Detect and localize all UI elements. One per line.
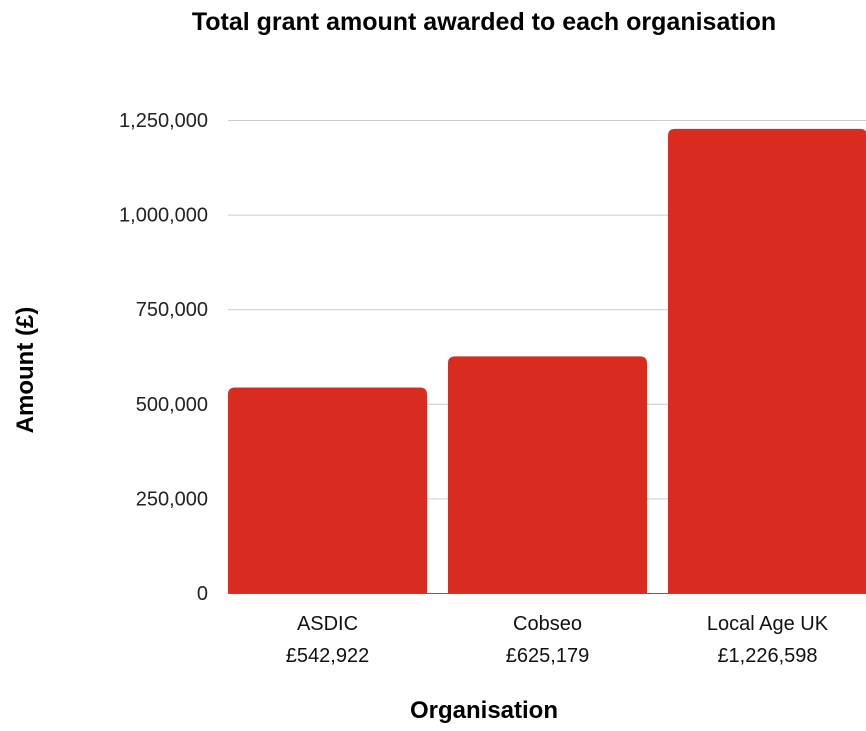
x-category-label: Local Age UK — [707, 613, 829, 635]
x-category-label: ASDIC — [297, 613, 358, 635]
y-tick-label: 250,000 — [136, 488, 208, 510]
chart-title: Total grant amount awarded to each organ… — [192, 8, 776, 36]
y-tick-label: 500,000 — [136, 394, 208, 416]
x-axis-labels: ASDIC £542,922 Cobseo £625,179 Local Age UK £… — [286, 613, 829, 667]
bars — [228, 128, 866, 593]
y-tick-label: 0 — [197, 583, 208, 605]
x-category-amount-label: £625,179 — [506, 645, 589, 667]
y-axis-ticks: 0 250,000 500,000 750,000 1,000,000 1,250,000 — [119, 110, 208, 605]
x-category-label: Cobseo — [513, 613, 582, 635]
bar-asdic — [228, 387, 427, 593]
y-tick-label: 1,250,000 — [119, 110, 208, 132]
y-axis-title: Amount (£) — [12, 307, 39, 434]
x-category-amount-label: £1,226,598 — [717, 645, 817, 667]
x-category-amount-label: £542,922 — [286, 645, 369, 667]
y-tick-label: 750,000 — [136, 299, 208, 321]
y-tick-label: 1,000,000 — [119, 205, 208, 227]
bar-local-age-uk — [668, 128, 866, 593]
bar-cobseo — [448, 356, 647, 593]
x-axis-title: Organisation — [410, 697, 558, 724]
